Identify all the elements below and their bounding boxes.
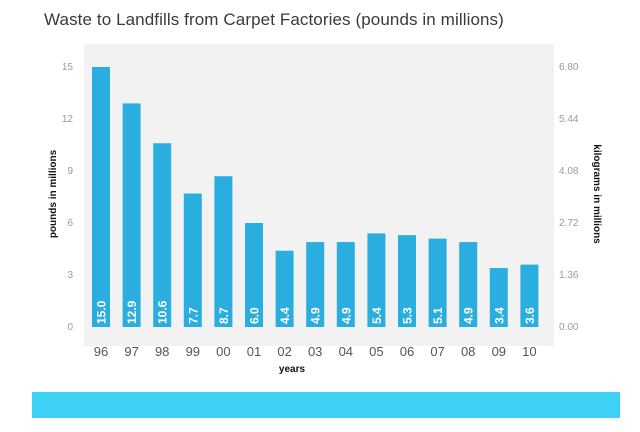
y-axis-label: pounds in millions <box>48 149 59 238</box>
bar-value-label: 5.4 <box>370 307 384 324</box>
x-tick-label: 96 <box>94 344 108 359</box>
x-tick-label: 99 <box>186 344 200 359</box>
bar-value-label: 3.4 <box>492 307 506 324</box>
bar <box>92 67 110 327</box>
bar-value-label: 4.9 <box>339 307 353 324</box>
x-tick-label: 01 <box>247 344 261 359</box>
y-tick-label: 12 <box>62 114 74 125</box>
y-tick-label: 6 <box>67 218 73 229</box>
bar-value-label: 10.6 <box>156 300 170 324</box>
bar <box>183 193 202 327</box>
y2-tick-label: 5.44 <box>559 114 579 125</box>
y-tick-label: 15 <box>62 62 74 73</box>
y-tick-label: 3 <box>67 270 73 281</box>
y2-axis-label: kilograms in millions <box>591 144 602 244</box>
x-axis-label: years <box>279 364 306 375</box>
bar-value-label: 12.9 <box>125 300 139 324</box>
x-tick-label: 00 <box>216 344 230 359</box>
x-tick-label: 09 <box>492 344 506 359</box>
bar <box>214 176 233 327</box>
bar-value-label: 4.4 <box>278 307 292 324</box>
chart-title: Waste to Landfills from Carpet Factories… <box>44 10 504 29</box>
y-tick-label: 0 <box>67 322 73 333</box>
bar <box>367 233 386 327</box>
bar-value-label: 6.0 <box>248 307 262 324</box>
y2-tick-label: 1.36 <box>559 270 579 281</box>
y2-tick-label: 0.00 <box>559 322 579 333</box>
x-tick-label: 08 <box>461 344 475 359</box>
bar-value-label: 5.3 <box>401 307 415 324</box>
x-tick-label: 02 <box>277 344 291 359</box>
bar <box>245 223 263 327</box>
bar-value-label: 7.7 <box>186 307 200 324</box>
x-tick-label: 07 <box>430 344 444 359</box>
y2-tick-label: 2.72 <box>559 218 579 229</box>
bar <box>153 143 172 327</box>
bar <box>336 242 355 327</box>
x-tick-label: 05 <box>369 344 383 359</box>
bar <box>398 235 416 327</box>
bar-value-label: 5.1 <box>431 307 445 324</box>
bar-value-label: 8.7 <box>217 307 231 324</box>
bar <box>275 250 294 327</box>
x-tick-label: 04 <box>339 344 353 359</box>
bar <box>520 264 539 327</box>
y2-tick-label: 4.08 <box>559 166 579 177</box>
bar-value-label: 4.9 <box>309 307 323 324</box>
y2-tick-label: 6.80 <box>559 62 579 73</box>
bar <box>489 268 508 327</box>
bar-chart: pounds in millions kilograms in millions… <box>48 62 602 375</box>
x-tick-label: 06 <box>400 344 414 359</box>
bar-value-label: 4.9 <box>462 307 476 324</box>
x-tick-label: 03 <box>308 344 322 359</box>
bottom-strip <box>32 392 620 418</box>
bar <box>428 238 447 327</box>
bar <box>122 103 141 328</box>
x-tick-label: 97 <box>124 344 138 359</box>
bar-value-label: 3.6 <box>523 307 537 324</box>
bar <box>306 242 325 327</box>
bar <box>459 242 478 327</box>
bar-value-label: 15.0 <box>95 300 109 324</box>
x-tick-label: 98 <box>155 344 169 359</box>
x-tick-label: 10 <box>522 344 536 359</box>
y-tick-label: 9 <box>67 166 73 177</box>
